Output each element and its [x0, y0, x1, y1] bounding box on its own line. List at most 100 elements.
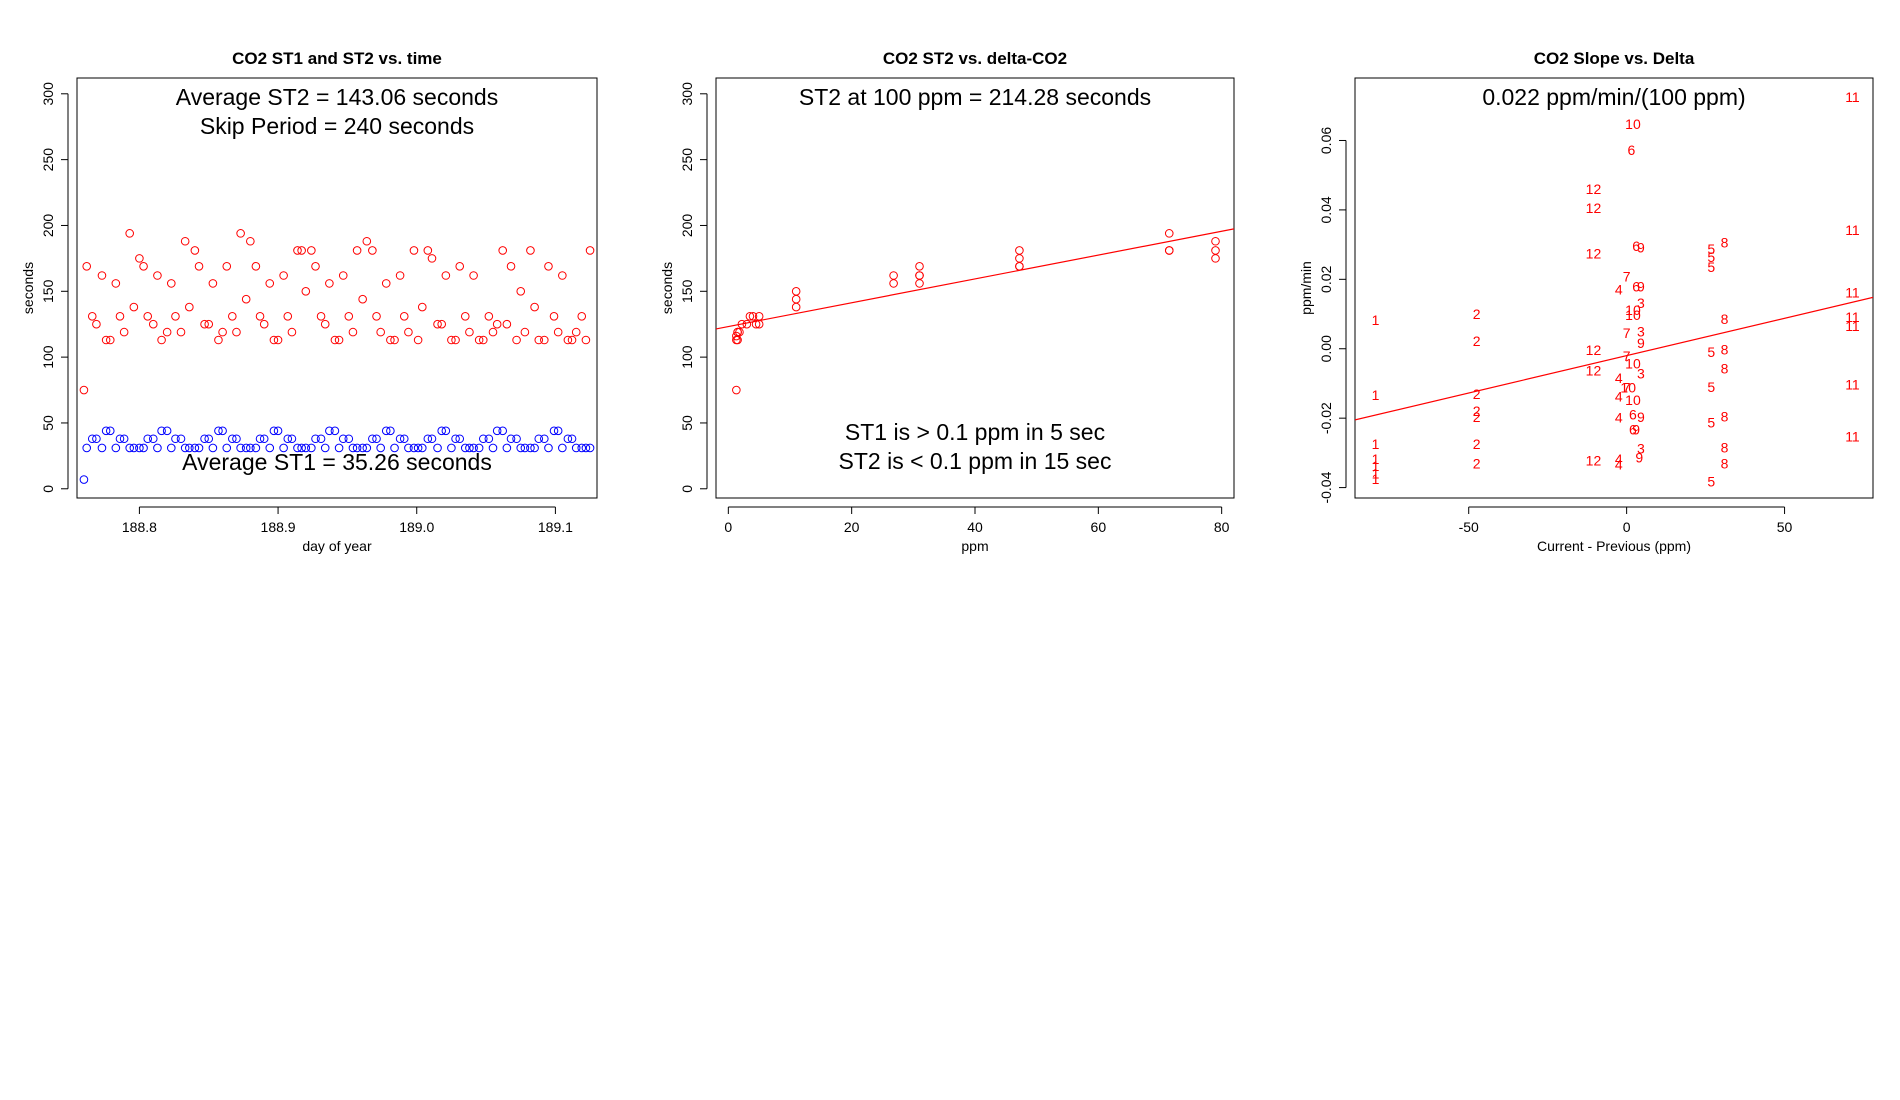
data-point: [115, 434, 125, 444]
data-point-label: 8: [1721, 341, 1729, 357]
x-tick-label: 0: [724, 519, 732, 535]
data-point: [748, 312, 758, 321]
data-point-label: 11: [1845, 309, 1860, 325]
data-point-label: 12: [1586, 453, 1602, 469]
data-point: [889, 271, 898, 280]
data-point: [176, 434, 186, 444]
data-point-label: 10: [1625, 356, 1641, 372]
data-point-label: 5: [1707, 259, 1715, 275]
chart-annotation: ST2 is < 0.1 ppm in 15 sec: [839, 448, 1112, 474]
data-point: [409, 246, 419, 255]
data-point-label: 9: [1637, 239, 1645, 255]
data-point: [344, 312, 354, 321]
x-axis-label: day of year: [302, 538, 372, 554]
data-point: [218, 327, 227, 337]
data-point: [316, 312, 326, 321]
data-point: [293, 246, 302, 255]
data-point: [162, 426, 172, 436]
data-point: [386, 335, 395, 345]
data-point: [447, 335, 456, 345]
data-point: [251, 443, 261, 453]
data-point-label: 7: [1623, 325, 1631, 341]
y-tick-label: 100: [40, 345, 56, 369]
data-point: [269, 426, 279, 436]
chart-panel-3: CO2 Slope vs. Delta -50 0 50 Current - Previ…: [1298, 49, 1874, 554]
data-point-label: 9: [1637, 279, 1645, 295]
data-point: [255, 312, 265, 321]
x-axis: 0 20 40 60 80: [724, 506, 1230, 535]
x-tick-label: 20: [844, 519, 860, 535]
data-point: [139, 443, 148, 453]
data-point: [549, 312, 559, 321]
data-point-label: 2: [1473, 386, 1481, 402]
data-point: [105, 426, 115, 436]
data-point: [534, 434, 544, 444]
data-point: [460, 443, 470, 453]
data-point: [157, 426, 166, 436]
data-point-label: 10: [1625, 307, 1641, 323]
data-point: [273, 335, 283, 345]
x-axis: -50 0 50: [1459, 506, 1793, 535]
data-point: [185, 302, 194, 312]
data-point-label: 12: [1586, 181, 1602, 197]
data-point: [1015, 246, 1024, 255]
data-point: [915, 261, 924, 271]
data-point: [498, 426, 508, 436]
data-point: [143, 312, 153, 321]
x-tick-label: 40: [967, 519, 983, 535]
y-axis: 0 50 100 150 200 250 300: [40, 82, 69, 493]
data-point-label: 4: [1615, 281, 1623, 297]
data-point: [1164, 229, 1174, 238]
y-tick-label: 250: [40, 148, 56, 172]
data-point: [320, 319, 330, 329]
data-point-label: 5: [1707, 415, 1715, 431]
data-point-label: 6: [1629, 422, 1637, 438]
data-point: [79, 475, 89, 484]
y-tick-label: 100: [679, 345, 695, 369]
x-tick-label: 188.9: [261, 519, 296, 535]
data-point: [433, 319, 442, 329]
data-point: [441, 426, 451, 436]
data-point: [423, 246, 433, 255]
plot-area: [79, 229, 595, 484]
data-point: [194, 443, 204, 453]
data-point: [200, 319, 209, 329]
data-point: [344, 434, 354, 444]
series-1: 1111111111111110101010101066969339396693…: [1372, 89, 1860, 489]
data-point: [563, 335, 573, 345]
data-point-label: 4: [1615, 451, 1623, 467]
data-point: [214, 426, 223, 436]
data-point: [742, 319, 752, 329]
y-tick-label: 0.04: [1318, 196, 1334, 223]
data-point: [200, 434, 209, 444]
chart-title: CO2 ST2 vs. delta-CO2: [883, 49, 1067, 68]
data-point: [465, 443, 474, 453]
data-point: [352, 246, 362, 255]
data-point-label: 4: [1615, 370, 1623, 386]
data-point: [101, 335, 111, 345]
plot-frame: [76, 77, 598, 499]
data-point: [259, 319, 269, 329]
data-point: [484, 312, 494, 321]
data-point: [381, 426, 391, 436]
data-point: [190, 246, 200, 255]
data-point-label: 9: [1637, 409, 1645, 425]
data-point: [488, 443, 498, 453]
data-point-label: 10: [1625, 116, 1641, 132]
data-point: [214, 335, 223, 345]
data-point: [413, 335, 423, 345]
data-point: [381, 279, 391, 288]
data-point: [413, 443, 423, 453]
data-point: [390, 443, 399, 453]
data-point: [362, 236, 372, 246]
chart-title: CO2 Slope vs. Delta: [1534, 49, 1695, 68]
y-tick-label: 150: [679, 279, 695, 303]
data-point-label: 11: [1845, 376, 1860, 392]
data-point: [577, 312, 587, 321]
data-point-label: 8: [1721, 455, 1729, 471]
plot-frame: [715, 77, 1235, 499]
data-point-label: 6: [1632, 238, 1640, 254]
data-point: [171, 312, 180, 321]
data-point: [330, 426, 340, 436]
data-point: [506, 434, 516, 444]
